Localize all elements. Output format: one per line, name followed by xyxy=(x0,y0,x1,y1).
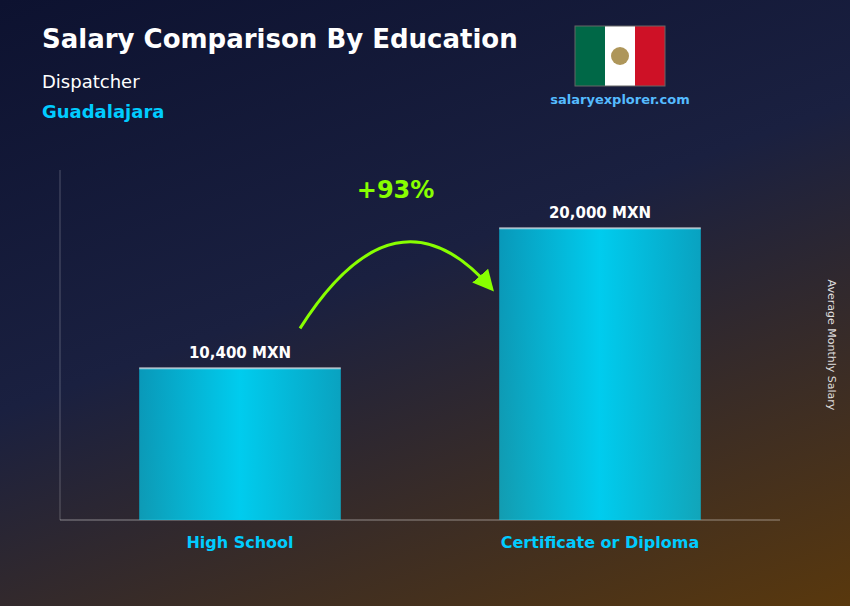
pct-change: +93% xyxy=(357,176,435,204)
bar xyxy=(139,368,341,520)
source-label: salaryexplorer.com xyxy=(550,92,689,107)
flag-border xyxy=(575,26,665,86)
category-label: High School xyxy=(186,533,293,552)
y-axis-label: Average Monthly Salary xyxy=(825,280,838,411)
flag-stripe xyxy=(575,26,605,86)
flag-stripe xyxy=(605,26,635,86)
value-label: 10,400 MXN xyxy=(189,344,291,362)
flag-stripe xyxy=(635,26,665,86)
bar xyxy=(499,228,701,520)
change-arrow xyxy=(300,242,491,329)
flag xyxy=(575,26,665,86)
title: Salary Comparison By Education xyxy=(42,24,518,54)
annotation-city: Guadalajara xyxy=(42,101,164,122)
value-label: 20,000 MXN xyxy=(549,204,651,222)
bar-top-edge xyxy=(139,367,341,369)
subtitle: Dispatcher xyxy=(42,71,140,92)
bars xyxy=(139,228,701,520)
flag-emblem xyxy=(611,47,629,65)
y-axis-line xyxy=(60,170,61,520)
category-label: Certificate or Diploma xyxy=(501,533,699,552)
chart: Salary Comparison By Education Dispatcher… xyxy=(0,0,850,606)
bar-top-edge xyxy=(499,227,701,229)
